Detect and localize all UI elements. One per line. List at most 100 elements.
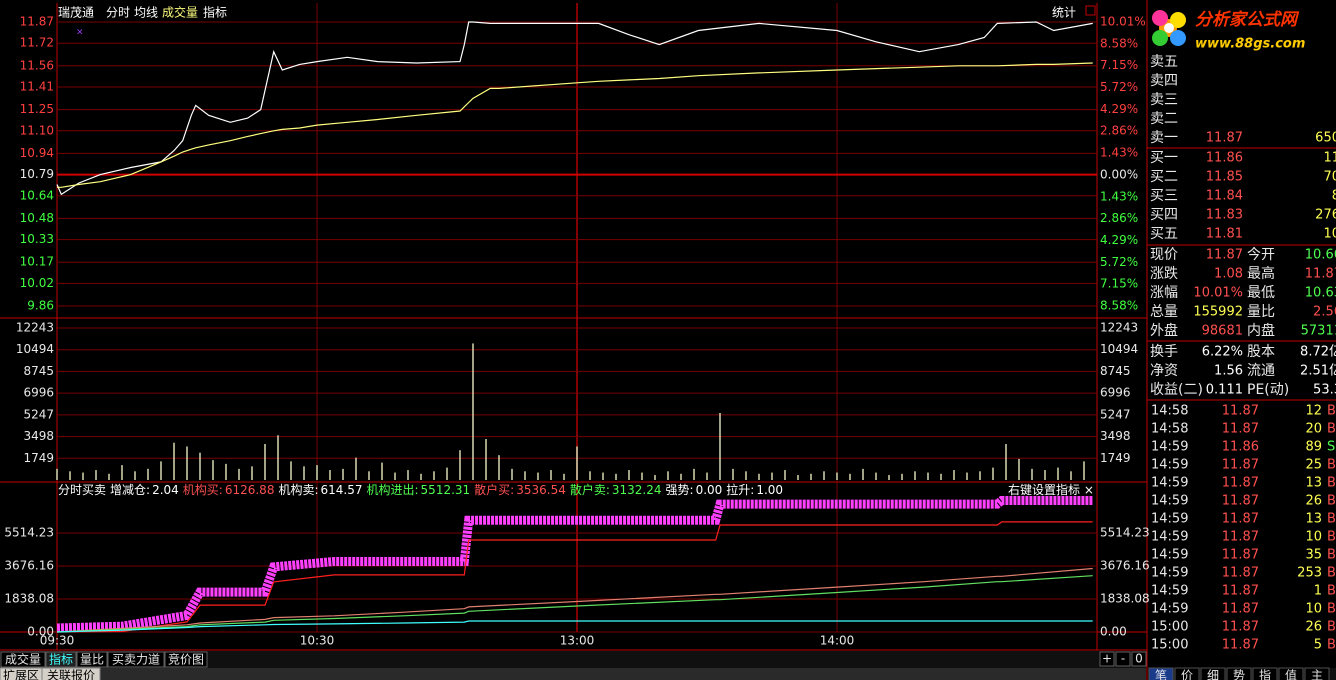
side-tab[interactable]: [1252, 667, 1278, 680]
zoom-button[interactable]: [1131, 651, 1147, 667]
volume-bar: [316, 465, 318, 480]
side-tab-label[interactable]: 势: [1233, 669, 1245, 680]
tab-label[interactable]: 竞价图: [168, 653, 204, 667]
volume-bar: [901, 473, 903, 480]
tick-time: 14:59: [1151, 494, 1188, 509]
indicator-setting[interactable]: 右键设置指标 ×: [1008, 482, 1094, 498]
volume-bar: [693, 468, 695, 480]
tick-price: 11.87: [1222, 638, 1259, 653]
tick-time: 14:58: [1151, 404, 1188, 419]
book-volume: 8: [1332, 189, 1336, 204]
side-tab-label[interactable]: 指: [1259, 668, 1271, 680]
volume-bar: [862, 468, 864, 480]
legend-value: 1.00: [756, 483, 784, 497]
y-tick-label: 3676.16: [4, 558, 54, 572]
stats-button[interactable]: 统计: [1052, 6, 1076, 20]
volume-bar: [589, 471, 591, 480]
zoom-label[interactable]: 0: [1135, 652, 1143, 666]
volume-bar: [1057, 467, 1059, 480]
volume-bar: [381, 462, 383, 480]
volume-bar: [745, 471, 747, 480]
view-tab[interactable]: 均线: [134, 6, 158, 20]
legend-value: 6126.88: [224, 483, 275, 497]
stat-value: 8.72亿: [1300, 345, 1336, 360]
tick-flag: B: [1327, 620, 1336, 635]
setting-label[interactable]: 右键设置指标: [1008, 483, 1081, 497]
sub-tab[interactable]: [41, 667, 101, 680]
stat-label: 今开: [1247, 247, 1275, 263]
tab-label[interactable]: 量比: [80, 653, 104, 667]
volume-bar: [940, 473, 942, 480]
side-tab[interactable]: [1148, 667, 1174, 680]
tab-label[interactable]: 买卖力道: [112, 653, 160, 667]
tab[interactable]: [45, 651, 77, 668]
tab-label[interactable]: 成交量: [5, 652, 41, 667]
y2-tick-label: 8.58%: [1100, 299, 1138, 313]
sub-tab-label[interactable]: 扩展区: [3, 669, 39, 680]
volume-bar: [277, 435, 279, 480]
logo-url: www.88gs.com: [1195, 37, 1305, 52]
stat-value: 6.22%: [1202, 345, 1243, 360]
stat-label: 最低: [1247, 285, 1275, 301]
y-tick-label: 11.10: [20, 123, 54, 137]
tick-volume: 12: [1305, 404, 1322, 419]
side-tab-label[interactable]: 主: [1311, 669, 1323, 680]
tick-time: 15:00: [1151, 620, 1188, 635]
tick-price: 11.87: [1222, 530, 1259, 545]
tab-bar: [0, 651, 1146, 668]
side-tab[interactable]: [1278, 667, 1304, 680]
side-tab-label[interactable]: 价: [1181, 669, 1193, 680]
volume-bar: [875, 472, 877, 480]
legend-label: 散户买:: [474, 483, 515, 497]
side-tab[interactable]: [1174, 667, 1200, 680]
legend-label: 增减仓:: [110, 483, 151, 497]
tab[interactable]: [0, 651, 46, 668]
zoom-label[interactable]: +: [1102, 652, 1112, 666]
side-tab-label[interactable]: 笔: [1155, 668, 1167, 680]
volume-bar: [82, 472, 84, 480]
sub-tab-bar: [0, 668, 1146, 680]
view-tab[interactable]: 指标: [203, 5, 227, 20]
side-tab[interactable]: [1200, 667, 1226, 680]
volume-bar: [251, 466, 253, 480]
checkbox[interactable]: [1085, 5, 1096, 16]
volume-bar: [563, 473, 565, 480]
y-tick-label: 11.72: [20, 36, 54, 50]
stat-value: 1.08: [1214, 267, 1243, 282]
volume-bar: [641, 472, 643, 480]
tick-time: 14:59: [1151, 584, 1188, 599]
tab[interactable]: [164, 651, 208, 668]
volume-bar: [797, 475, 799, 480]
logo-petal: [1170, 12, 1186, 28]
volume-bar: [576, 446, 578, 480]
tick-volume: 253: [1297, 566, 1322, 581]
side-tab-label[interactable]: 细: [1207, 669, 1219, 680]
side-tab-label[interactable]: 值: [1285, 668, 1297, 680]
x-tick-label: 09:30: [40, 634, 75, 648]
legend-value: 5512.31: [420, 483, 471, 497]
volume-bar: [355, 457, 357, 480]
zoom-button[interactable]: [1099, 651, 1115, 667]
volume-bar: [394, 472, 396, 480]
stat-value: 11.87: [1206, 248, 1243, 263]
y-tick-label: 10494: [16, 342, 54, 356]
zoom-label[interactable]: -: [1121, 652, 1125, 666]
view-tab[interactable]: 成交量: [162, 5, 198, 20]
volume-bar: [160, 461, 162, 480]
volume-bar: [108, 473, 110, 480]
volume-bar: [550, 470, 552, 480]
tab[interactable]: [107, 651, 165, 668]
close-icon[interactable]: ×: [1083, 483, 1094, 497]
zoom-button[interactable]: [1115, 651, 1131, 667]
y-tick-label: 10.64: [20, 188, 54, 202]
side-tab[interactable]: [1304, 667, 1330, 680]
volume-bar: [810, 473, 812, 480]
book-volume: 11: [1323, 151, 1336, 166]
volume-bar: [446, 467, 448, 480]
tab-label[interactable]: 指标: [49, 652, 73, 667]
view-tab[interactable]: 分时: [106, 6, 130, 20]
sub-tab-label[interactable]: 关联报价: [47, 668, 95, 680]
x-tick-label: 10:30: [300, 634, 335, 648]
tab[interactable]: [76, 651, 108, 668]
side-tab[interactable]: [1226, 667, 1252, 680]
